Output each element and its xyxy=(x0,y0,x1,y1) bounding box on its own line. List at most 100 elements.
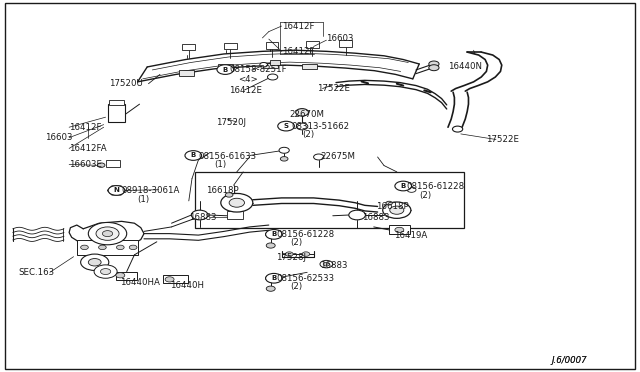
Text: SEC.163: SEC.163 xyxy=(18,268,54,277)
Text: 22675M: 22675M xyxy=(320,153,355,161)
Circle shape xyxy=(97,163,105,167)
Circle shape xyxy=(323,262,330,266)
Bar xyxy=(109,100,124,105)
Circle shape xyxy=(266,231,276,237)
Bar xyxy=(302,64,317,69)
Text: 16883: 16883 xyxy=(320,262,348,270)
Text: N: N xyxy=(113,187,120,193)
Bar xyxy=(306,41,319,48)
Circle shape xyxy=(395,181,412,191)
Bar xyxy=(179,70,195,76)
Circle shape xyxy=(113,188,120,193)
Circle shape xyxy=(320,260,333,268)
Text: 16412FA: 16412FA xyxy=(69,144,107,153)
Text: B: B xyxy=(401,183,406,189)
Circle shape xyxy=(185,151,202,160)
Circle shape xyxy=(221,193,253,212)
Circle shape xyxy=(81,245,88,250)
Text: 16440HA: 16440HA xyxy=(120,278,160,287)
Circle shape xyxy=(395,227,404,232)
Circle shape xyxy=(266,286,275,291)
Circle shape xyxy=(116,245,124,250)
Bar xyxy=(163,275,188,283)
Text: 16412F: 16412F xyxy=(282,47,314,56)
Text: 17528J: 17528J xyxy=(276,253,307,262)
Text: B: B xyxy=(191,153,196,158)
Text: 16883: 16883 xyxy=(189,213,216,222)
Bar xyxy=(262,63,278,68)
Text: 16618P: 16618P xyxy=(206,186,239,195)
Text: 08156-61228: 08156-61228 xyxy=(276,230,335,239)
Circle shape xyxy=(229,198,244,207)
Circle shape xyxy=(81,254,109,270)
Circle shape xyxy=(165,277,174,282)
Bar xyxy=(218,64,234,70)
Circle shape xyxy=(302,252,310,256)
Circle shape xyxy=(266,275,276,281)
Text: 16603: 16603 xyxy=(326,34,354,43)
Text: (2): (2) xyxy=(291,238,303,247)
Text: (2): (2) xyxy=(291,282,303,291)
Circle shape xyxy=(108,186,125,195)
Text: 16440H: 16440H xyxy=(170,281,204,290)
Circle shape xyxy=(129,245,137,250)
Text: 17522E: 17522E xyxy=(486,135,520,144)
Text: 17522E: 17522E xyxy=(317,84,350,93)
Text: (2): (2) xyxy=(419,191,431,200)
Text: 17520J: 17520J xyxy=(216,118,246,126)
Text: 16419A: 16419A xyxy=(394,231,427,240)
Circle shape xyxy=(383,202,411,218)
Circle shape xyxy=(266,230,282,239)
Bar xyxy=(266,42,278,48)
Circle shape xyxy=(429,65,439,71)
Text: 16412F: 16412F xyxy=(282,22,314,31)
Text: 08156-61633: 08156-61633 xyxy=(198,152,257,161)
Circle shape xyxy=(266,273,282,283)
Circle shape xyxy=(116,273,125,278)
Text: J.6/0007: J.6/0007 xyxy=(552,356,588,365)
Text: 16440N: 16440N xyxy=(448,62,482,71)
Bar xyxy=(108,104,125,122)
Circle shape xyxy=(100,269,111,275)
Circle shape xyxy=(191,210,208,220)
Text: 08918-3061A: 08918-3061A xyxy=(122,186,180,195)
Circle shape xyxy=(278,121,294,131)
Text: 08158-8251F: 08158-8251F xyxy=(229,65,287,74)
Text: 17520U: 17520U xyxy=(109,79,143,88)
Bar xyxy=(195,172,464,228)
Bar xyxy=(106,160,120,167)
Circle shape xyxy=(99,245,106,250)
Circle shape xyxy=(314,154,324,160)
Polygon shape xyxy=(108,186,125,195)
Circle shape xyxy=(349,210,365,220)
Text: 16603E: 16603E xyxy=(69,160,102,169)
Circle shape xyxy=(280,157,288,161)
Circle shape xyxy=(88,222,127,245)
Circle shape xyxy=(225,193,233,197)
Circle shape xyxy=(386,201,392,205)
Bar xyxy=(339,40,352,47)
Circle shape xyxy=(260,62,268,67)
Bar xyxy=(182,44,195,50)
Text: B: B xyxy=(271,275,276,281)
Bar xyxy=(116,272,137,280)
Circle shape xyxy=(102,231,113,237)
Text: 16883: 16883 xyxy=(362,213,389,222)
Circle shape xyxy=(429,61,439,67)
Text: 16412E: 16412E xyxy=(229,86,262,94)
Text: (2): (2) xyxy=(302,130,314,139)
Text: 16412F: 16412F xyxy=(69,123,102,132)
Circle shape xyxy=(285,252,293,256)
Circle shape xyxy=(217,65,234,74)
Circle shape xyxy=(268,74,278,80)
Circle shape xyxy=(452,126,463,132)
Text: (1): (1) xyxy=(137,195,149,203)
Text: B: B xyxy=(223,67,228,73)
Circle shape xyxy=(88,259,101,266)
Bar xyxy=(270,60,280,65)
Circle shape xyxy=(390,206,404,214)
Text: 16603: 16603 xyxy=(45,133,72,142)
Text: 08156-62533: 08156-62533 xyxy=(276,274,335,283)
Bar xyxy=(77,240,138,255)
Text: J.6/0007: J.6/0007 xyxy=(552,356,588,365)
